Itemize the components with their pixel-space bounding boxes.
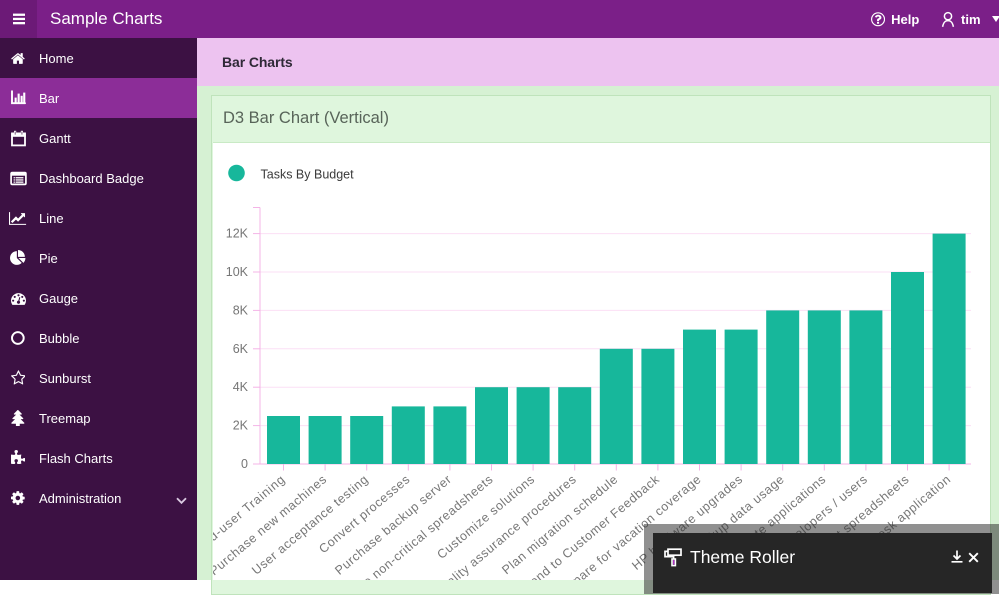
svg-text:0: 0 [241, 457, 248, 471]
svg-text:Tasks By Budget: Tasks By Budget [260, 168, 354, 182]
svg-text:10K: 10K [225, 265, 248, 279]
svg-text:8K: 8K [232, 303, 248, 317]
svg-text:2K: 2K [232, 419, 248, 433]
svg-text:6K: 6K [232, 342, 248, 356]
svg-text:4K: 4K [232, 380, 248, 394]
svg-text:12K: 12K [225, 227, 248, 241]
